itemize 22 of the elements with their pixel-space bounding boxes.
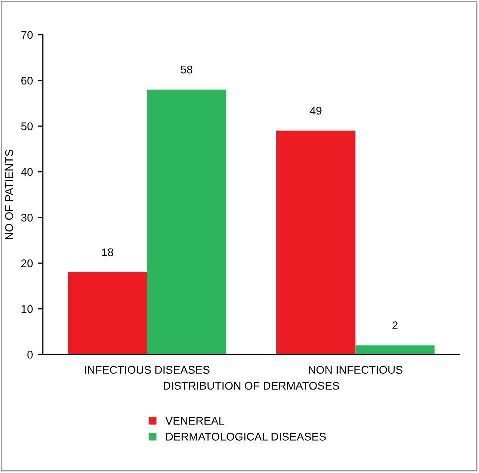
bar: [147, 90, 226, 355]
y-tick-label: 60: [22, 76, 33, 85]
y-tick-label: 0: [28, 351, 33, 359]
bar: [68, 272, 148, 355]
data-label: 58: [181, 66, 193, 74]
legend-label: VENEREAL: [166, 417, 224, 425]
y-axis-title: NO OF PATIENTS: [5, 150, 14, 240]
y-tick-label: 20: [22, 260, 33, 268]
y-tick-label: 50: [21, 122, 33, 130]
x-axis-title: DISTRIBUTION OF DERMATOSES: [164, 382, 340, 390]
legend-label: DERMATOLOGICAL DISEASES: [166, 432, 326, 441]
x-tick-label: INFECTIOUS DISEASES: [85, 366, 210, 374]
x-tick-label: NON INFECTIOUS: [309, 366, 403, 374]
data-label: 18: [102, 248, 114, 256]
y-tick-label: 30: [21, 214, 33, 222]
y-tick-label: 10: [22, 305, 33, 314]
y-tick-label: 70: [22, 31, 33, 40]
bar: [276, 130, 356, 355]
data-label: 2: [392, 322, 398, 330]
y-tick-label: 40: [21, 168, 33, 176]
data-label: 49: [310, 106, 322, 115]
bar: [356, 346, 435, 355]
